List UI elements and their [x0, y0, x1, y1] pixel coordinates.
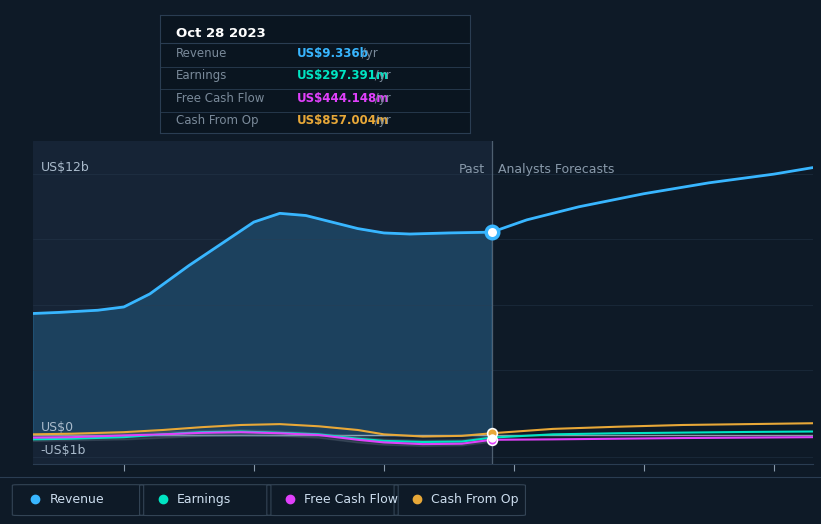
Text: US$12b: US$12b: [40, 161, 89, 174]
Text: US$444.148m: US$444.148m: [296, 92, 389, 105]
Text: US$297.391m: US$297.391m: [296, 69, 388, 82]
Text: Free Cash Flow: Free Cash Flow: [304, 493, 397, 506]
Text: US$857.004m: US$857.004m: [296, 114, 388, 127]
Bar: [33, 141, 492, 464]
Text: Earnings: Earnings: [176, 69, 227, 82]
Text: US$9.336b: US$9.336b: [296, 47, 369, 60]
Text: Free Cash Flow: Free Cash Flow: [176, 92, 264, 105]
Text: Earnings: Earnings: [177, 493, 231, 506]
Text: /yr: /yr: [371, 92, 391, 105]
Text: Past: Past: [459, 163, 485, 176]
Text: /yr: /yr: [371, 69, 391, 82]
Text: US$0: US$0: [40, 421, 74, 434]
Text: Oct 28 2023: Oct 28 2023: [176, 27, 265, 40]
Text: /yr: /yr: [358, 47, 378, 60]
Text: Revenue: Revenue: [49, 493, 104, 506]
Text: Cash From Op: Cash From Op: [431, 493, 519, 506]
Text: /yr: /yr: [371, 114, 391, 127]
Text: Revenue: Revenue: [176, 47, 227, 60]
Text: Analysts Forecasts: Analysts Forecasts: [498, 163, 615, 176]
Text: Cash From Op: Cash From Op: [176, 114, 258, 127]
Text: -US$1b: -US$1b: [40, 444, 86, 457]
